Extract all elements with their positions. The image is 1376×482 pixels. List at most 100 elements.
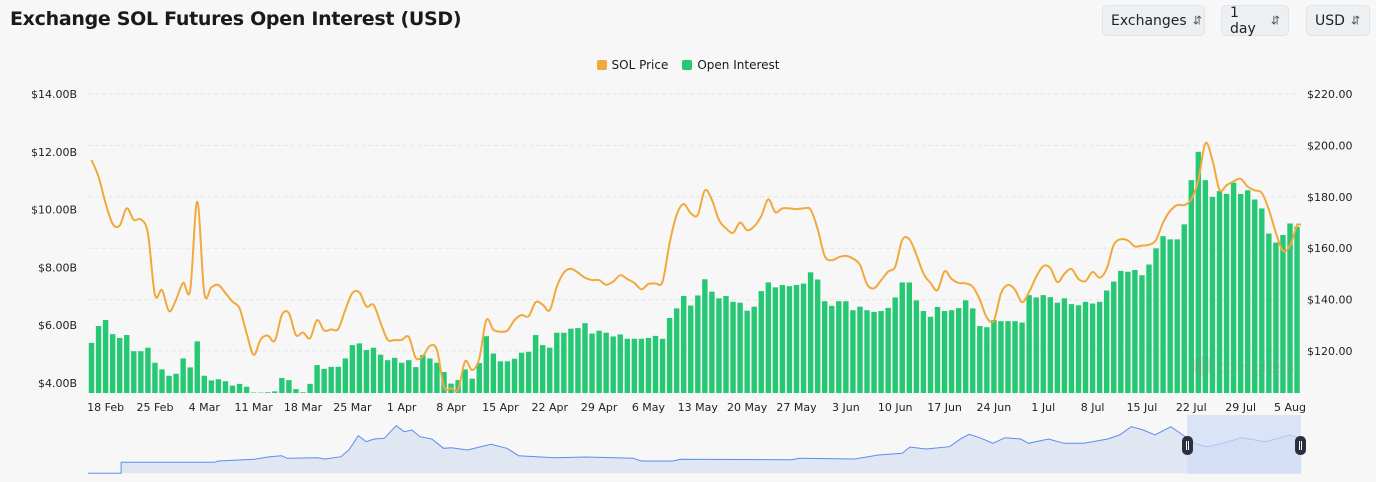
open-interest-bar[interactable] — [744, 310, 750, 393]
open-interest-bar[interactable] — [1118, 270, 1124, 393]
open-interest-bar[interactable] — [363, 350, 370, 393]
open-interest-bar[interactable] — [1188, 180, 1194, 393]
open-interest-bar[interactable] — [547, 347, 553, 393]
open-interest-bar[interactable] — [1280, 235, 1286, 393]
open-interest-bar[interactable] — [399, 362, 405, 393]
open-interest-bar[interactable] — [532, 335, 539, 393]
open-interest-bar[interactable] — [1026, 295, 1032, 393]
open-interest-bar[interactable] — [124, 335, 130, 393]
open-interest-bar[interactable] — [1005, 321, 1011, 393]
open-interest-bar[interactable] — [723, 296, 729, 393]
open-interest-bar[interactable] — [645, 337, 652, 393]
legend-item-open-interest[interactable]: Open Interest — [682, 58, 779, 72]
navigator-handle-left[interactable] — [1182, 436, 1193, 455]
open-interest-bar[interactable] — [95, 326, 102, 393]
open-interest-bar[interactable] — [1294, 226, 1300, 393]
open-interest-bar[interactable] — [589, 333, 595, 393]
open-interest-bar[interactable] — [1174, 239, 1180, 393]
open-interest-bar[interactable] — [652, 335, 659, 393]
open-interest-bar[interactable] — [871, 311, 877, 393]
open-interest-bar[interactable] — [476, 363, 482, 393]
open-interest-bar[interactable] — [1287, 223, 1293, 393]
open-interest-bar[interactable] — [117, 337, 123, 393]
open-interest-bar[interactable] — [702, 279, 708, 393]
open-interest-bar[interactable] — [1273, 242, 1279, 393]
open-interest-bar[interactable] — [293, 389, 299, 393]
open-interest-bar[interactable] — [434, 362, 440, 393]
open-interest-bar[interactable] — [977, 326, 983, 393]
open-interest-bar[interactable] — [1181, 224, 1187, 393]
open-interest-bar[interactable] — [187, 367, 193, 393]
open-interest-bar[interactable] — [843, 301, 849, 393]
open-interest-bar[interactable] — [173, 373, 179, 393]
open-interest-bar[interactable] — [511, 358, 518, 393]
open-interest-bar[interactable] — [1146, 264, 1152, 393]
open-interest-bar[interactable] — [1125, 271, 1131, 393]
open-interest-bar[interactable] — [427, 358, 433, 393]
open-interest-bar[interactable] — [391, 357, 398, 393]
open-interest-bar[interactable] — [88, 342, 95, 393]
open-interest-bar[interactable] — [321, 368, 327, 393]
open-interest-bar[interactable] — [1132, 270, 1138, 393]
open-interest-bar[interactable] — [1139, 275, 1145, 393]
open-interest-bar[interactable] — [406, 360, 412, 393]
open-interest-bar[interactable] — [772, 287, 779, 393]
open-interest-bar[interactable] — [215, 379, 222, 393]
open-interest-bar[interactable] — [688, 305, 694, 393]
open-interest-bar[interactable] — [836, 301, 842, 393]
open-interest-bar[interactable] — [695, 295, 701, 393]
open-interest-bar[interactable] — [984, 327, 990, 393]
open-interest-bar[interactable] — [109, 334, 116, 393]
open-interest-bar[interactable] — [1167, 239, 1173, 393]
open-interest-bar[interactable] — [413, 367, 419, 393]
open-interest-bar[interactable] — [807, 272, 814, 393]
open-interest-bar[interactable] — [716, 298, 722, 393]
open-interest-bar[interactable] — [159, 369, 165, 393]
open-interest-bar[interactable] — [1019, 322, 1025, 393]
navigator-handle-right[interactable] — [1295, 436, 1306, 455]
open-interest-bar[interactable] — [991, 319, 997, 393]
open-interest-bar[interactable] — [208, 380, 215, 393]
open-interest-bar[interactable] — [370, 347, 377, 393]
open-interest-bar[interactable] — [229, 385, 236, 393]
open-interest-bar[interactable] — [800, 283, 807, 393]
open-interest-bar[interactable] — [518, 352, 525, 393]
open-interest-bar[interactable] — [751, 306, 757, 393]
open-interest-bar[interactable] — [1040, 295, 1046, 393]
open-interest-bar[interactable] — [948, 310, 955, 393]
exchanges-select[interactable]: Exchanges ⇵ — [1102, 5, 1205, 36]
open-interest-bar[interactable] — [1209, 196, 1216, 393]
open-interest-bar[interactable] — [681, 296, 687, 393]
open-interest-bar[interactable] — [1075, 305, 1082, 393]
open-interest-bar[interactable] — [265, 392, 271, 393]
open-interest-bar[interactable] — [575, 328, 581, 393]
open-interest-bar[interactable] — [814, 279, 821, 393]
open-interest-bar[interactable] — [377, 354, 384, 393]
open-interest-bar[interactable] — [420, 354, 426, 393]
open-interest-bar[interactable] — [955, 308, 962, 393]
open-interest-bar[interactable] — [730, 301, 736, 393]
open-interest-bar[interactable] — [1047, 297, 1053, 393]
open-interest-bar[interactable] — [307, 383, 313, 393]
open-interest-bar[interactable] — [349, 345, 356, 393]
open-interest-bar[interactable] — [617, 334, 623, 393]
open-interest-bar[interactable] — [335, 366, 341, 393]
open-interest-bar[interactable] — [138, 351, 144, 393]
open-interest-bar[interactable] — [201, 375, 207, 393]
open-interest-bar[interactable] — [779, 285, 786, 393]
open-interest-bar[interactable] — [1054, 302, 1061, 393]
open-interest-bar[interactable] — [899, 282, 905, 393]
open-interest-bar[interactable] — [131, 351, 137, 393]
open-interest-bar[interactable] — [1195, 151, 1202, 393]
open-interest-bar[interactable] — [1252, 199, 1258, 393]
open-interest-bar[interactable] — [659, 338, 666, 393]
open-interest-bar[interactable] — [998, 321, 1004, 393]
open-interest-bar[interactable] — [441, 372, 447, 393]
open-interest-bar[interactable] — [384, 360, 391, 393]
open-interest-bar[interactable] — [864, 310, 870, 393]
open-interest-bar[interactable] — [1061, 298, 1068, 393]
open-interest-bar[interactable] — [222, 381, 229, 393]
open-interest-bar[interactable] — [970, 308, 976, 393]
navigator-selection[interactable] — [1187, 415, 1301, 474]
open-interest-bar[interactable] — [1202, 180, 1209, 393]
